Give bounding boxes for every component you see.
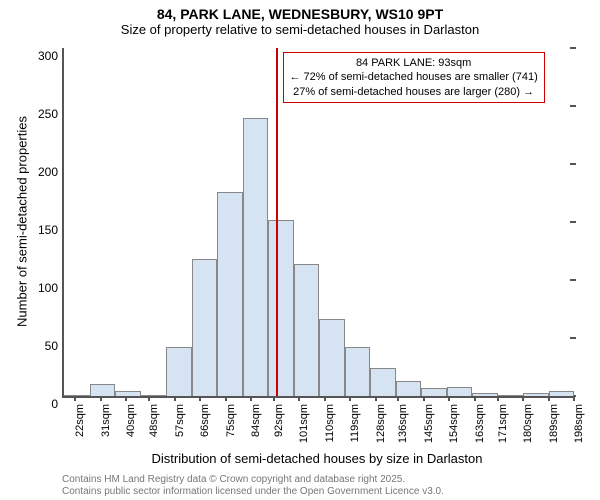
x-tick-label: 119sqm xyxy=(347,404,361,442)
attribution-text: Contains HM Land Registry data © Crown c… xyxy=(62,474,444,498)
x-tick-mark xyxy=(100,396,102,401)
histogram-bar xyxy=(447,387,473,396)
annotation-line-3: 27% of semi-detached houses are larger (… xyxy=(290,85,538,99)
x-tick-label: 189sqm xyxy=(546,404,560,443)
x-tick-label: 31sqm xyxy=(98,404,112,437)
x-tick-label: 40sqm xyxy=(123,404,137,437)
x-tick-label: 110sqm xyxy=(322,404,336,442)
x-tick-label: 136sqm xyxy=(395,404,409,443)
histogram-bar xyxy=(549,391,575,396)
plot-area: 05010015020025030022sqm31sqm40sqm48sqm57… xyxy=(62,48,574,398)
x-axis-label: Distribution of semi-detached houses by … xyxy=(62,451,572,466)
histogram-bar xyxy=(141,395,167,396)
x-tick-label: 180sqm xyxy=(520,404,534,443)
x-tick-label: 57sqm xyxy=(172,404,186,437)
attribution-line-2: Contains public sector information licen… xyxy=(62,486,444,498)
histogram-bar xyxy=(192,259,218,396)
x-tick-label: 154sqm xyxy=(446,404,460,443)
x-tick-mark xyxy=(125,396,127,401)
x-tick-mark xyxy=(522,396,524,401)
x-tick-mark xyxy=(423,396,425,401)
x-tick-mark xyxy=(199,396,201,401)
histogram-bar xyxy=(370,368,396,396)
attribution-line-1: Contains HM Land Registry data © Crown c… xyxy=(62,474,444,486)
histogram-bar xyxy=(345,347,371,396)
x-tick-mark xyxy=(74,396,76,401)
histogram-bar xyxy=(498,395,524,396)
x-tick-label: 101sqm xyxy=(296,404,310,443)
y-tick-label: 250 xyxy=(18,107,64,121)
y-tick-label: 0 xyxy=(18,397,64,411)
x-tick-mark xyxy=(573,396,575,401)
x-tick-label: 171sqm xyxy=(495,404,509,443)
x-tick-label: 145sqm xyxy=(421,404,435,443)
chart-title: 84, PARK LANE, WEDNESBURY, WS10 9PT xyxy=(0,0,600,22)
y-tick-label: 150 xyxy=(18,223,64,237)
annotation-line-2: ← 72% of semi-detached houses are smalle… xyxy=(290,70,538,84)
x-tick-label: 163sqm xyxy=(472,404,486,443)
x-tick-mark xyxy=(250,396,252,401)
y-tick-mark xyxy=(570,47,576,49)
x-tick-mark xyxy=(148,396,150,401)
x-tick-mark xyxy=(273,396,275,401)
histogram-bar xyxy=(64,395,90,396)
annotation-line-1: 84 PARK LANE: 93sqm xyxy=(290,56,538,70)
x-tick-label: 84sqm xyxy=(248,404,262,437)
y-tick-mark xyxy=(570,221,576,223)
chart-container: 84, PARK LANE, WEDNESBURY, WS10 9PT Size… xyxy=(0,0,600,500)
x-tick-mark xyxy=(298,396,300,401)
reference-line xyxy=(276,48,278,396)
x-tick-mark xyxy=(174,396,176,401)
x-tick-label: 198sqm xyxy=(571,404,585,443)
histogram-bar xyxy=(217,192,243,396)
histogram-bar xyxy=(319,319,345,396)
x-tick-label: 92sqm xyxy=(271,404,285,437)
annotation-box: 84 PARK LANE: 93sqm← 72% of semi-detache… xyxy=(283,52,545,103)
y-tick-label: 200 xyxy=(18,165,64,179)
x-tick-label: 75sqm xyxy=(223,404,237,437)
x-tick-label: 22sqm xyxy=(72,404,86,437)
x-tick-label: 48sqm xyxy=(146,404,160,437)
x-tick-mark xyxy=(324,396,326,401)
histogram-bar xyxy=(268,220,294,396)
histogram-bar xyxy=(523,393,549,396)
x-tick-mark xyxy=(349,396,351,401)
x-tick-mark xyxy=(397,396,399,401)
x-tick-mark xyxy=(497,396,499,401)
x-tick-mark xyxy=(474,396,476,401)
x-tick-label: 66sqm xyxy=(197,404,211,437)
y-tick-mark xyxy=(570,337,576,339)
x-tick-mark xyxy=(375,396,377,401)
x-tick-label: 128sqm xyxy=(373,404,387,443)
histogram-bar xyxy=(396,381,422,396)
histogram-bar xyxy=(243,118,269,396)
histogram-bar xyxy=(294,264,320,396)
y-tick-mark xyxy=(570,163,576,165)
histogram-bar xyxy=(115,391,141,396)
y-tick-mark xyxy=(570,105,576,107)
x-tick-mark xyxy=(548,396,550,401)
histogram-bar xyxy=(90,384,116,396)
histogram-bar xyxy=(166,347,192,396)
y-tick-label: 50 xyxy=(18,339,64,353)
x-tick-mark xyxy=(448,396,450,401)
y-tick-mark xyxy=(570,279,576,281)
y-tick-label: 100 xyxy=(18,281,64,295)
y-axis-label: Number of semi-detached properties xyxy=(15,92,30,352)
chart-subtitle: Size of property relative to semi-detach… xyxy=(0,22,600,41)
x-tick-mark xyxy=(225,396,227,401)
y-tick-label: 300 xyxy=(18,49,64,63)
histogram-bar xyxy=(421,388,447,396)
